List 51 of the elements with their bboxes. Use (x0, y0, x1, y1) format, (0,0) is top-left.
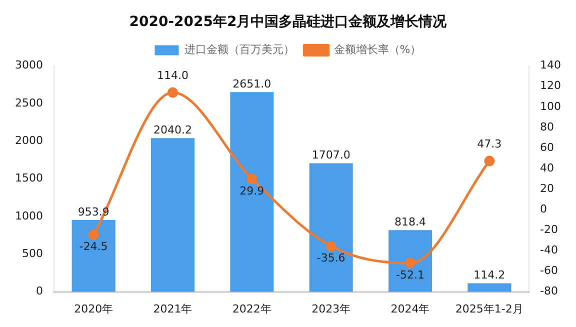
y2-tick-label: 120 (540, 79, 562, 92)
point (326, 240, 336, 252)
y2-tick-label: -80 (540, 284, 558, 298)
x-tick-label: 2024年 (390, 302, 430, 316)
y2-tick-label: 60 (540, 140, 554, 154)
data-label: 2040.2 (153, 123, 192, 136)
point (405, 258, 416, 268)
y2-tick-label: 140 (540, 58, 562, 72)
legend-label: 进口金额（百万美元） (184, 43, 294, 56)
x-tick-label: 2021年 (153, 302, 192, 316)
y2-tick-label: 100 (540, 100, 562, 113)
point (246, 174, 258, 184)
point (167, 87, 178, 98)
data-label: 114.0 (156, 68, 188, 82)
data-label: 29.9 (240, 184, 264, 198)
data-label: 818.4 (394, 216, 426, 229)
y2-tick-label: -60 (540, 264, 558, 278)
point (484, 156, 495, 166)
y-tick-label: 1500 (14, 172, 43, 185)
data-label: 1707.0 (312, 148, 350, 162)
y-tick-label: 500 (22, 246, 43, 260)
y-tick-label: 2000 (14, 134, 43, 147)
bar (468, 283, 512, 292)
y2-tick-label: 40 (540, 161, 554, 174)
y-tick-label: 2500 (14, 96, 43, 110)
y2-tick-label: 20 (540, 182, 554, 195)
x-tick-label: 2022年 (232, 302, 272, 316)
bar (388, 230, 432, 292)
x-tick-label: 2025年1-2月 (455, 302, 524, 316)
x-tick-label: 2020年 (74, 302, 114, 316)
data-label: 2651.0 (232, 77, 272, 90)
bar (309, 163, 353, 292)
data-label: -52.1 (396, 268, 424, 282)
data-label: -24.5 (79, 240, 108, 254)
y2-tick-label: -40 (540, 244, 558, 257)
y2-tick-label: 0 (540, 202, 548, 216)
point (88, 230, 99, 240)
data-label: 114.2 (474, 268, 506, 282)
bar (72, 220, 116, 292)
bar (150, 138, 195, 292)
x-tick-label: 2023年 (312, 302, 351, 316)
legend-label: 金额增长率（%） (334, 43, 422, 56)
bar (230, 92, 274, 292)
y2-tick-label: -20 (540, 223, 558, 236)
y-tick-label: 1000 (14, 209, 43, 222)
data-label: -35.6 (316, 252, 346, 265)
y-tick-label: 3000 (14, 58, 43, 72)
data-label: 47.3 (477, 137, 502, 150)
y2-tick-label: 80 (540, 120, 554, 134)
y-tick-label: 0 (36, 284, 43, 298)
chart-title: 2020-2025年2月中国多晶硅进口金额及增长情况 (129, 13, 448, 30)
